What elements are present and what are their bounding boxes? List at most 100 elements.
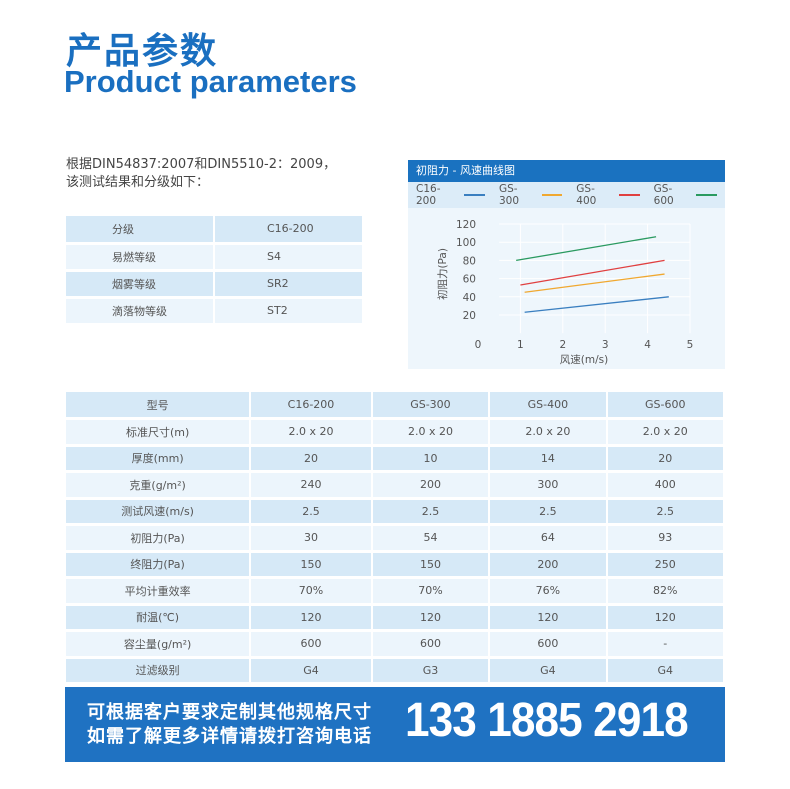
table-row: 型号 C16-200 GS-300 GS-400 GS-600 bbox=[66, 392, 726, 420]
table-row: 分级 C16-200 bbox=[66, 216, 364, 245]
intro-text: 根据DIN54837:2007和DIN5510-2：2009， 该测试结果和分级… bbox=[66, 156, 336, 192]
table-cell: 2.0 x 20 bbox=[606, 418, 726, 447]
legend-item: GS-300 bbox=[499, 183, 563, 207]
banner-line1: 可根据客户要求定制其他规格尺寸 bbox=[87, 702, 372, 723]
table-cell: 150 bbox=[250, 551, 373, 579]
table-row: 终阻力(Pa) 150 150 200 250 bbox=[66, 551, 726, 579]
table-row: 厚度(mm) 20 10 14 20 bbox=[66, 445, 726, 473]
y-tick-label: 60 bbox=[463, 274, 476, 286]
table-cell: 标准尺寸(m) bbox=[66, 418, 252, 447]
x-tick-label: 1 bbox=[517, 339, 524, 351]
chart-title: 初阻力 - 风速曲线图 bbox=[408, 160, 725, 182]
param-table: 型号 C16-200 GS-300 GS-400 GS-600 标准尺寸(m) 2.0 x … bbox=[66, 392, 726, 685]
table-cell: 过滤级别 bbox=[66, 657, 252, 685]
table-cell: 烟雾等级 bbox=[66, 270, 215, 299]
x-tick-label: 5 bbox=[687, 339, 694, 351]
legend-label: GS-400 bbox=[576, 183, 597, 207]
table-cell: 滴落物等级 bbox=[66, 297, 215, 326]
series-line-GS-300 bbox=[524, 273, 665, 293]
grade-table: 分级 C16-200 易燃等级 S4 烟雾等级 SR2 滴落物等级 ST2 bbox=[66, 216, 364, 326]
intro-line: 根据DIN54837:2007和DIN5510-2：2009， bbox=[66, 157, 337, 172]
table-cell: 64 bbox=[489, 524, 608, 553]
y-tick-label: 20 bbox=[463, 310, 476, 322]
series-line-GS-400 bbox=[520, 259, 665, 286]
table-cell: 600 bbox=[489, 630, 608, 659]
legend-swatch bbox=[696, 194, 717, 196]
table-cell: GS-400 bbox=[489, 392, 608, 420]
table-cell: 20 bbox=[250, 445, 373, 473]
table-cell: 600 bbox=[250, 630, 373, 659]
table-cell: GS-600 bbox=[606, 392, 726, 420]
x-tick-label: 3 bbox=[602, 339, 609, 351]
table-cell: 30 bbox=[250, 524, 373, 553]
y-tick-label: 120 bbox=[456, 219, 476, 231]
table-cell: 70% bbox=[250, 577, 373, 606]
table-cell: 250 bbox=[606, 551, 726, 579]
chart-legend: C16-200 GS-300 GS-400 GS-600 bbox=[408, 182, 725, 208]
y-tick-label: 40 bbox=[463, 292, 476, 304]
table-row: 容尘量(g/m²) 600 600 600- bbox=[66, 630, 726, 659]
x-axis-label: 风速(m/s) bbox=[560, 354, 608, 366]
table-cell: 14 bbox=[489, 445, 608, 473]
table-cell: 2.0 x 20 bbox=[371, 418, 491, 447]
table-cell: G4 bbox=[250, 657, 373, 685]
table-cell: G4 bbox=[606, 657, 726, 685]
table-cell: GS-300 bbox=[371, 392, 491, 420]
table-cell: 400 bbox=[606, 471, 726, 500]
table-cell: 120 bbox=[489, 604, 608, 632]
series-line-GS-600 bbox=[516, 236, 657, 262]
legend-label: GS-600 bbox=[653, 183, 674, 207]
legend-item: GS-400 bbox=[576, 183, 640, 207]
table-row: 易燃等级 S4 bbox=[66, 243, 364, 272]
table-cell: 200 bbox=[371, 471, 491, 500]
table-cell: 82% bbox=[606, 577, 726, 606]
table-row: 平均计重效率 70% 70% 76% 82% bbox=[66, 577, 726, 606]
table-row: 克重(g/m²) 240 200 300 400 bbox=[66, 471, 726, 500]
table-cell: 厚度(mm) bbox=[66, 445, 252, 473]
table-cell: C16-200 bbox=[250, 392, 373, 420]
table-row: 过滤级别 G4 G3 G4 G4 bbox=[66, 657, 726, 685]
table-cell: G4 bbox=[489, 657, 608, 685]
legend-swatch bbox=[618, 194, 640, 196]
table-cell: 初阻力(Pa) bbox=[66, 524, 252, 553]
y-axis-label: 初阻力(Pa) bbox=[436, 248, 449, 300]
table-cell: 120 bbox=[606, 604, 726, 632]
x-tick-label: 2 bbox=[559, 339, 566, 351]
legend-item: C16-200 bbox=[416, 183, 485, 207]
chart-panel: 初阻力 - 风速曲线图 C16-200 GS-300 GS-400 GS-600 0 1… bbox=[408, 160, 725, 369]
table-cell: 2.5 bbox=[250, 498, 373, 526]
table-cell: 76% bbox=[489, 577, 608, 606]
legend-swatch bbox=[464, 194, 485, 196]
table-cell: 300 bbox=[489, 471, 608, 500]
contact-banner: 可根据客户要求定制其他规格尺寸 如需了解更多详情请拨打咨询电话 133 1885… bbox=[65, 687, 725, 762]
table-row: 耐温(℃) 120 120 120 120 bbox=[66, 604, 726, 632]
intro-line: 该测试结果和分级如下： bbox=[66, 175, 210, 190]
x-tick-label: 0 bbox=[475, 339, 482, 351]
table-cell: SR2 bbox=[214, 270, 364, 299]
legend-label: C16-200 bbox=[416, 183, 441, 207]
table-cell: G3 bbox=[371, 657, 491, 685]
table-cell: 2.0 x 20 bbox=[489, 418, 608, 447]
page-title-cn: 产品参数 bbox=[66, 31, 219, 72]
table-cell: 2.5 bbox=[606, 498, 726, 526]
banner-line2: 如需了解更多详情请拨打咨询电话 bbox=[87, 726, 372, 747]
y-tick-label: 100 bbox=[456, 237, 476, 249]
table-row: 测试风速(m/s) 2.5 2.5 2.5 2.5 bbox=[66, 498, 726, 526]
table-cell: 120 bbox=[371, 604, 491, 632]
table-cell: 平均计重效率 bbox=[66, 577, 252, 606]
chart-svg: 0 1 2 3 4 5 20 40 60 80 100 120 风速(m/s) 初阻力(Pa) bbox=[436, 219, 694, 366]
table-cell: 150 bbox=[371, 551, 491, 579]
table-cell: 2.5 bbox=[489, 498, 608, 526]
x-tick-label: 4 bbox=[644, 339, 651, 351]
table-row: 标准尺寸(m) 2.0 x 20 2.0 x 20 2.0 x 20 2.0 x 20 bbox=[66, 418, 726, 447]
table-cell: 耐温(℃) bbox=[66, 604, 252, 632]
table-cell: 2.5 bbox=[371, 498, 491, 526]
table-row: 初阻力(Pa) 30 54 64 93 bbox=[66, 524, 726, 553]
legend-item: GS-600 bbox=[654, 183, 717, 207]
legend-swatch bbox=[541, 194, 563, 196]
table-cell: 10 bbox=[371, 445, 491, 473]
table-cell: 测试风速(m/s) bbox=[66, 498, 252, 526]
phone-number[interactable]: 133 1885 2918 bbox=[405, 694, 689, 747]
table-cell: 2.0 x 20 bbox=[250, 418, 373, 447]
y-tick-label: 80 bbox=[463, 255, 476, 267]
